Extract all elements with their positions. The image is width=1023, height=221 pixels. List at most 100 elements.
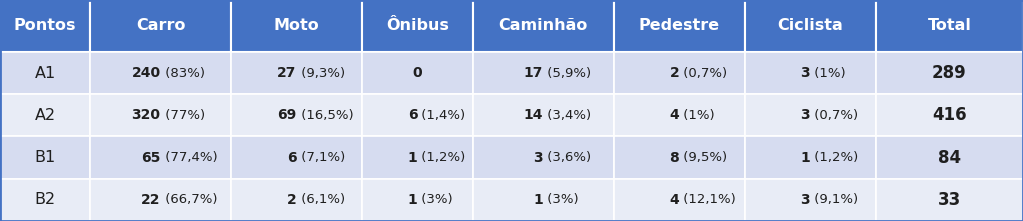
Bar bbox=[745, 179, 876, 221]
Bar bbox=[876, 52, 1023, 94]
Text: 6: 6 bbox=[287, 151, 297, 165]
Bar bbox=[90, 0, 231, 52]
Text: (9,1%): (9,1%) bbox=[810, 193, 858, 206]
Text: (3,6%): (3,6%) bbox=[543, 151, 591, 164]
Bar bbox=[614, 0, 745, 52]
Text: 3: 3 bbox=[534, 151, 543, 165]
Bar bbox=[876, 94, 1023, 137]
Text: (5,9%): (5,9%) bbox=[543, 67, 591, 80]
Bar bbox=[0, 94, 90, 137]
Bar bbox=[614, 94, 745, 137]
Bar bbox=[745, 52, 876, 94]
Text: 320: 320 bbox=[132, 108, 161, 122]
Bar bbox=[362, 179, 473, 221]
Text: 17: 17 bbox=[524, 66, 543, 80]
Text: (77%): (77%) bbox=[161, 109, 205, 122]
Text: 1: 1 bbox=[407, 193, 417, 207]
Text: 289: 289 bbox=[932, 64, 967, 82]
Text: 2: 2 bbox=[669, 66, 679, 80]
Bar bbox=[745, 0, 876, 52]
Text: (9,3%): (9,3%) bbox=[297, 67, 345, 80]
Text: 240: 240 bbox=[132, 66, 161, 80]
Bar bbox=[876, 0, 1023, 52]
Text: A1: A1 bbox=[35, 66, 55, 81]
Bar bbox=[614, 179, 745, 221]
Text: (1,4%): (1,4%) bbox=[417, 109, 465, 122]
Text: (3%): (3%) bbox=[543, 193, 579, 206]
Text: Total: Total bbox=[928, 19, 971, 33]
Text: (83%): (83%) bbox=[161, 67, 205, 80]
Text: 3: 3 bbox=[801, 108, 810, 122]
Text: 4: 4 bbox=[669, 193, 679, 207]
Bar bbox=[473, 179, 614, 221]
Bar bbox=[362, 94, 473, 137]
Text: (12,1%): (12,1%) bbox=[679, 193, 736, 206]
Text: Pedestre: Pedestre bbox=[638, 19, 720, 33]
Text: B2: B2 bbox=[35, 192, 55, 207]
Bar bbox=[362, 136, 473, 179]
Text: 3: 3 bbox=[801, 193, 810, 207]
Text: (6,1%): (6,1%) bbox=[297, 193, 345, 206]
Bar bbox=[473, 0, 614, 52]
Text: (1%): (1%) bbox=[679, 109, 715, 122]
Text: Moto: Moto bbox=[274, 19, 319, 33]
Text: (1,2%): (1,2%) bbox=[417, 151, 465, 164]
Bar bbox=[473, 136, 614, 179]
Text: 2: 2 bbox=[286, 193, 297, 207]
Text: (77,4%): (77,4%) bbox=[161, 151, 217, 164]
Bar bbox=[0, 0, 90, 52]
Text: 0: 0 bbox=[412, 66, 422, 80]
Text: Caminhão: Caminhão bbox=[498, 19, 588, 33]
Bar bbox=[473, 52, 614, 94]
Text: 4: 4 bbox=[669, 108, 679, 122]
Text: 22: 22 bbox=[141, 193, 161, 207]
Text: 27: 27 bbox=[277, 66, 297, 80]
Bar bbox=[745, 94, 876, 137]
Bar bbox=[614, 52, 745, 94]
Text: (66,7%): (66,7%) bbox=[161, 193, 217, 206]
Bar bbox=[362, 52, 473, 94]
Text: (3%): (3%) bbox=[417, 193, 453, 206]
Bar bbox=[473, 94, 614, 137]
Text: 65: 65 bbox=[141, 151, 161, 165]
Bar bbox=[876, 179, 1023, 221]
Bar bbox=[231, 52, 362, 94]
Bar bbox=[362, 0, 473, 52]
Text: (0,7%): (0,7%) bbox=[810, 109, 858, 122]
Text: (9,5%): (9,5%) bbox=[679, 151, 727, 164]
Text: 8: 8 bbox=[669, 151, 679, 165]
Bar bbox=[231, 179, 362, 221]
Bar bbox=[745, 136, 876, 179]
Bar bbox=[90, 94, 231, 137]
Text: (3,4%): (3,4%) bbox=[543, 109, 591, 122]
Text: 14: 14 bbox=[524, 108, 543, 122]
Text: 33: 33 bbox=[938, 191, 961, 209]
Text: B1: B1 bbox=[35, 150, 55, 165]
Text: Pontos: Pontos bbox=[13, 19, 77, 33]
Text: Carro: Carro bbox=[136, 19, 185, 33]
Text: 1: 1 bbox=[407, 151, 417, 165]
Text: (16,5%): (16,5%) bbox=[297, 109, 353, 122]
Bar bbox=[90, 136, 231, 179]
Text: 1: 1 bbox=[533, 193, 543, 207]
Text: Ônibus: Ônibus bbox=[386, 19, 449, 33]
Bar bbox=[0, 52, 90, 94]
Text: 416: 416 bbox=[932, 106, 967, 124]
Bar bbox=[0, 136, 90, 179]
Bar bbox=[0, 179, 90, 221]
Text: (7,1%): (7,1%) bbox=[297, 151, 345, 164]
Bar bbox=[231, 94, 362, 137]
Bar bbox=[231, 136, 362, 179]
Text: 69: 69 bbox=[277, 108, 297, 122]
Bar bbox=[614, 136, 745, 179]
Bar bbox=[90, 52, 231, 94]
Text: (1%): (1%) bbox=[810, 67, 846, 80]
Text: (0,7%): (0,7%) bbox=[679, 67, 727, 80]
Text: 3: 3 bbox=[801, 66, 810, 80]
Text: 1: 1 bbox=[800, 151, 810, 165]
Text: 6: 6 bbox=[408, 108, 417, 122]
Text: A2: A2 bbox=[35, 108, 55, 123]
Bar bbox=[90, 179, 231, 221]
Text: (1,2%): (1,2%) bbox=[810, 151, 858, 164]
Bar bbox=[231, 0, 362, 52]
